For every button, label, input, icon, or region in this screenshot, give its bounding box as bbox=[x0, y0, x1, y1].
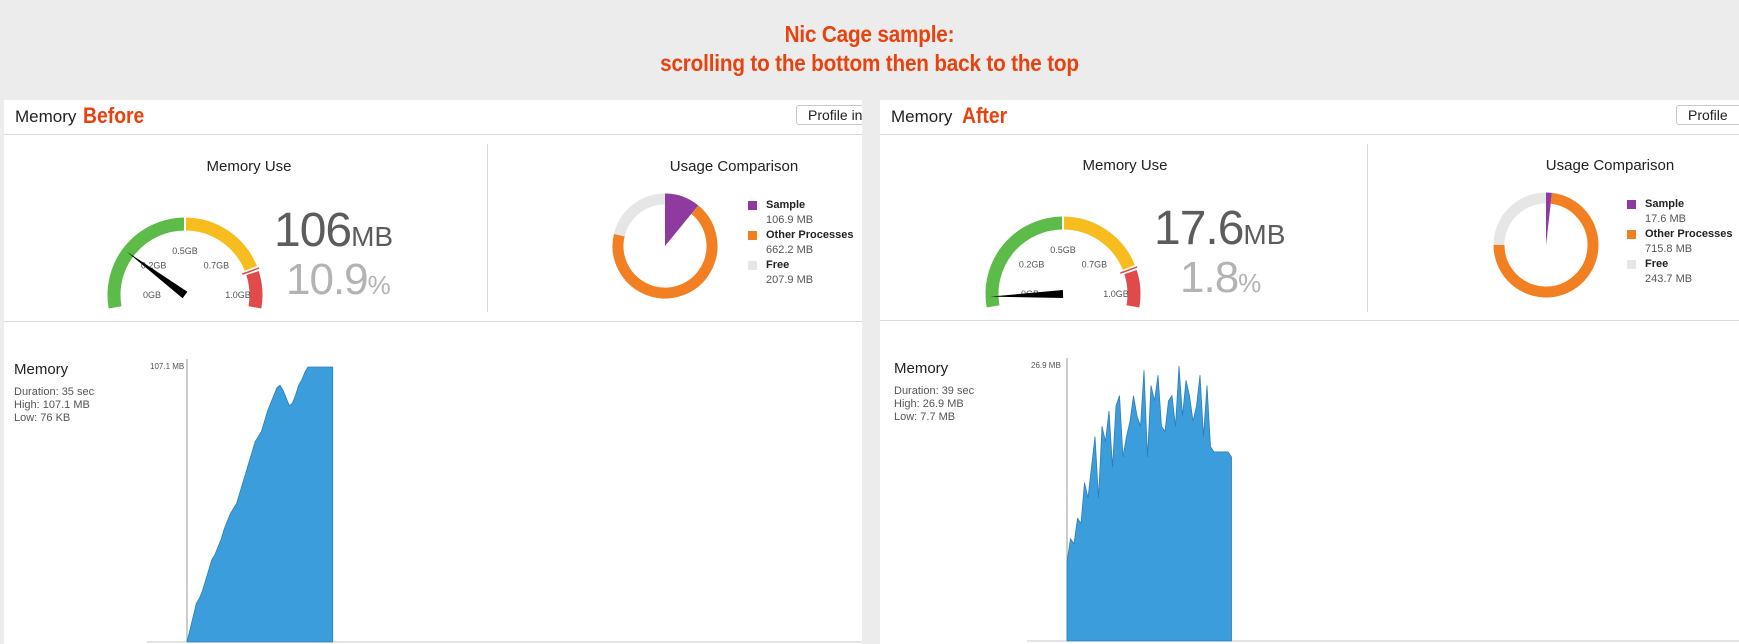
memory-graph-area bbox=[1066, 365, 1232, 642]
gauge-tick-label: 0.2GB bbox=[1019, 260, 1045, 270]
before-graph-high: High: 107.1 MB bbox=[14, 399, 90, 411]
after-memory-unit: MB bbox=[1243, 219, 1286, 250]
gauge-green-segment bbox=[985, 216, 1064, 308]
gauge-red-segment bbox=[246, 271, 263, 309]
gauge-tick-label: 0.5GB bbox=[172, 246, 198, 256]
legend-label: Free bbox=[766, 259, 790, 271]
legend-label: Other Processes bbox=[766, 229, 854, 241]
legend-value: 106.9 MB bbox=[766, 214, 814, 226]
page-heading-line-2: scrolling to the bottom then back to the… bbox=[660, 50, 1079, 76]
page-heading-line-1: Nic Cage sample: bbox=[784, 21, 955, 47]
gauge-limit-tick bbox=[1120, 266, 1138, 274]
gauge-green-segment bbox=[107, 217, 186, 309]
after-percent-number: 1.8 bbox=[1180, 253, 1239, 302]
before-percent-number: 10.9 bbox=[286, 255, 369, 304]
before-tag: Before bbox=[83, 103, 145, 128]
before-memory-graph bbox=[147, 359, 862, 643]
before-memory-number: 106 bbox=[274, 204, 352, 257]
after-separator bbox=[880, 320, 1739, 321]
legend-value: 243.7 MB bbox=[1645, 273, 1693, 285]
gauge-tick-label: 0.5GB bbox=[1050, 245, 1076, 255]
legend-value: 17.6 MB bbox=[1645, 213, 1686, 225]
after-profile-button[interactable]: Profile bbox=[1676, 105, 1739, 125]
after-memory-percent: 1.8% bbox=[1180, 253, 1261, 303]
legend-value: 662.2 MB bbox=[766, 244, 814, 256]
after-graph-high: High: 26.9 MB bbox=[894, 398, 964, 410]
legend-swatch bbox=[748, 201, 757, 210]
after-divider bbox=[1367, 144, 1368, 312]
after-graph-title: Memory bbox=[894, 360, 949, 377]
gauge-yellow-segment bbox=[1062, 216, 1135, 271]
after-header-label: Memory bbox=[891, 107, 953, 126]
before-graph-title: Memory bbox=[14, 361, 69, 378]
memory-graph-area bbox=[186, 366, 334, 643]
legend-value: 207.9 MB bbox=[766, 274, 814, 286]
before-graph-duration: Duration: 35 sec bbox=[14, 386, 95, 398]
after-graph-low: Low: 7.7 MB bbox=[894, 411, 956, 423]
legend-label: Sample bbox=[766, 199, 806, 211]
after-memory-value: 17.6MB bbox=[1154, 201, 1285, 256]
before-separator bbox=[4, 321, 862, 322]
donut-other-processes-slice bbox=[612, 205, 718, 299]
gauge-needle bbox=[126, 251, 188, 299]
gauge-red-segment bbox=[1124, 270, 1141, 308]
after-percent-unit: % bbox=[1238, 268, 1262, 298]
donut-sample-slice bbox=[1546, 192, 1552, 245]
legend-label: Sample bbox=[1645, 198, 1685, 210]
gauge-needle bbox=[990, 290, 1064, 298]
legend-swatch bbox=[748, 231, 757, 240]
before-graph-low: Low: 76 KB bbox=[14, 412, 71, 424]
gauge-tick-label: 0.2GB bbox=[141, 261, 167, 271]
after-graph-peak-label: 26.9 MB bbox=[1031, 361, 1061, 370]
after-tag: After bbox=[962, 103, 1008, 128]
legend-swatch bbox=[748, 261, 757, 270]
before-usage-title: Usage Comparison bbox=[669, 158, 799, 175]
before-divider bbox=[487, 144, 488, 312]
donut-free-slice bbox=[613, 193, 666, 237]
after-usage-donut bbox=[1493, 192, 1599, 298]
legend-swatch bbox=[1627, 260, 1636, 269]
legend-label: Free bbox=[1645, 258, 1669, 270]
after-usage-title: Usage Comparison bbox=[1545, 157, 1675, 174]
gauge-yellow-segment bbox=[184, 217, 257, 272]
before-profile-button[interactable]: Profile in bbox=[796, 105, 862, 125]
donut-free-slice bbox=[1493, 192, 1547, 246]
gauge-tick-label: 0.7GB bbox=[1082, 260, 1108, 270]
donut-sample-slice bbox=[665, 193, 699, 246]
before-memory-gauge: 0GB 0.2GB 0.5GB 0.7GB 1.0GB bbox=[107, 216, 263, 309]
page-heading: Nic Cage sample: scrolling to the bottom… bbox=[87, 20, 1652, 78]
after-panel: Memory After Profile Memory Use Usage Co… bbox=[880, 100, 1739, 644]
before-memory-use-title: Memory Use bbox=[206, 158, 292, 175]
gauge-tick-label: 0.7GB bbox=[204, 261, 230, 271]
legend-label: Other Processes bbox=[1645, 228, 1733, 240]
before-usage-donut bbox=[612, 193, 718, 299]
before-header: Memory Before Profile in bbox=[4, 100, 862, 135]
before-header-label: Memory bbox=[15, 107, 77, 126]
before-memory-percent: 10.9% bbox=[286, 255, 391, 305]
gauge-tick-label: 1.0GB bbox=[1103, 289, 1129, 299]
after-memory-number: 17.6 bbox=[1154, 202, 1244, 255]
after-memory-graph bbox=[1027, 358, 1739, 642]
donut-other-processes-slice bbox=[1493, 192, 1599, 298]
legend-swatch bbox=[1627, 200, 1636, 209]
before-memory-value: 106MB bbox=[274, 203, 393, 258]
before-memory-unit: MB bbox=[351, 221, 394, 252]
gauge-limit-tick bbox=[242, 267, 260, 275]
gauge-tick-label: 1.0GB bbox=[225, 290, 251, 300]
after-graph-duration: Duration: 39 sec bbox=[894, 385, 975, 397]
before-percent-unit: % bbox=[367, 270, 391, 300]
legend-swatch bbox=[1627, 230, 1636, 239]
before-panel: Memory Before Profile in Memory Use Usag… bbox=[4, 100, 862, 644]
before-graph-peak-label: 107.1 MB bbox=[150, 362, 185, 371]
after-header: Memory After Profile bbox=[880, 100, 1739, 135]
gauge-tick-label: 0GB bbox=[143, 290, 161, 300]
after-memory-use-title: Memory Use bbox=[1082, 157, 1168, 174]
legend-value: 715.8 MB bbox=[1645, 243, 1693, 255]
